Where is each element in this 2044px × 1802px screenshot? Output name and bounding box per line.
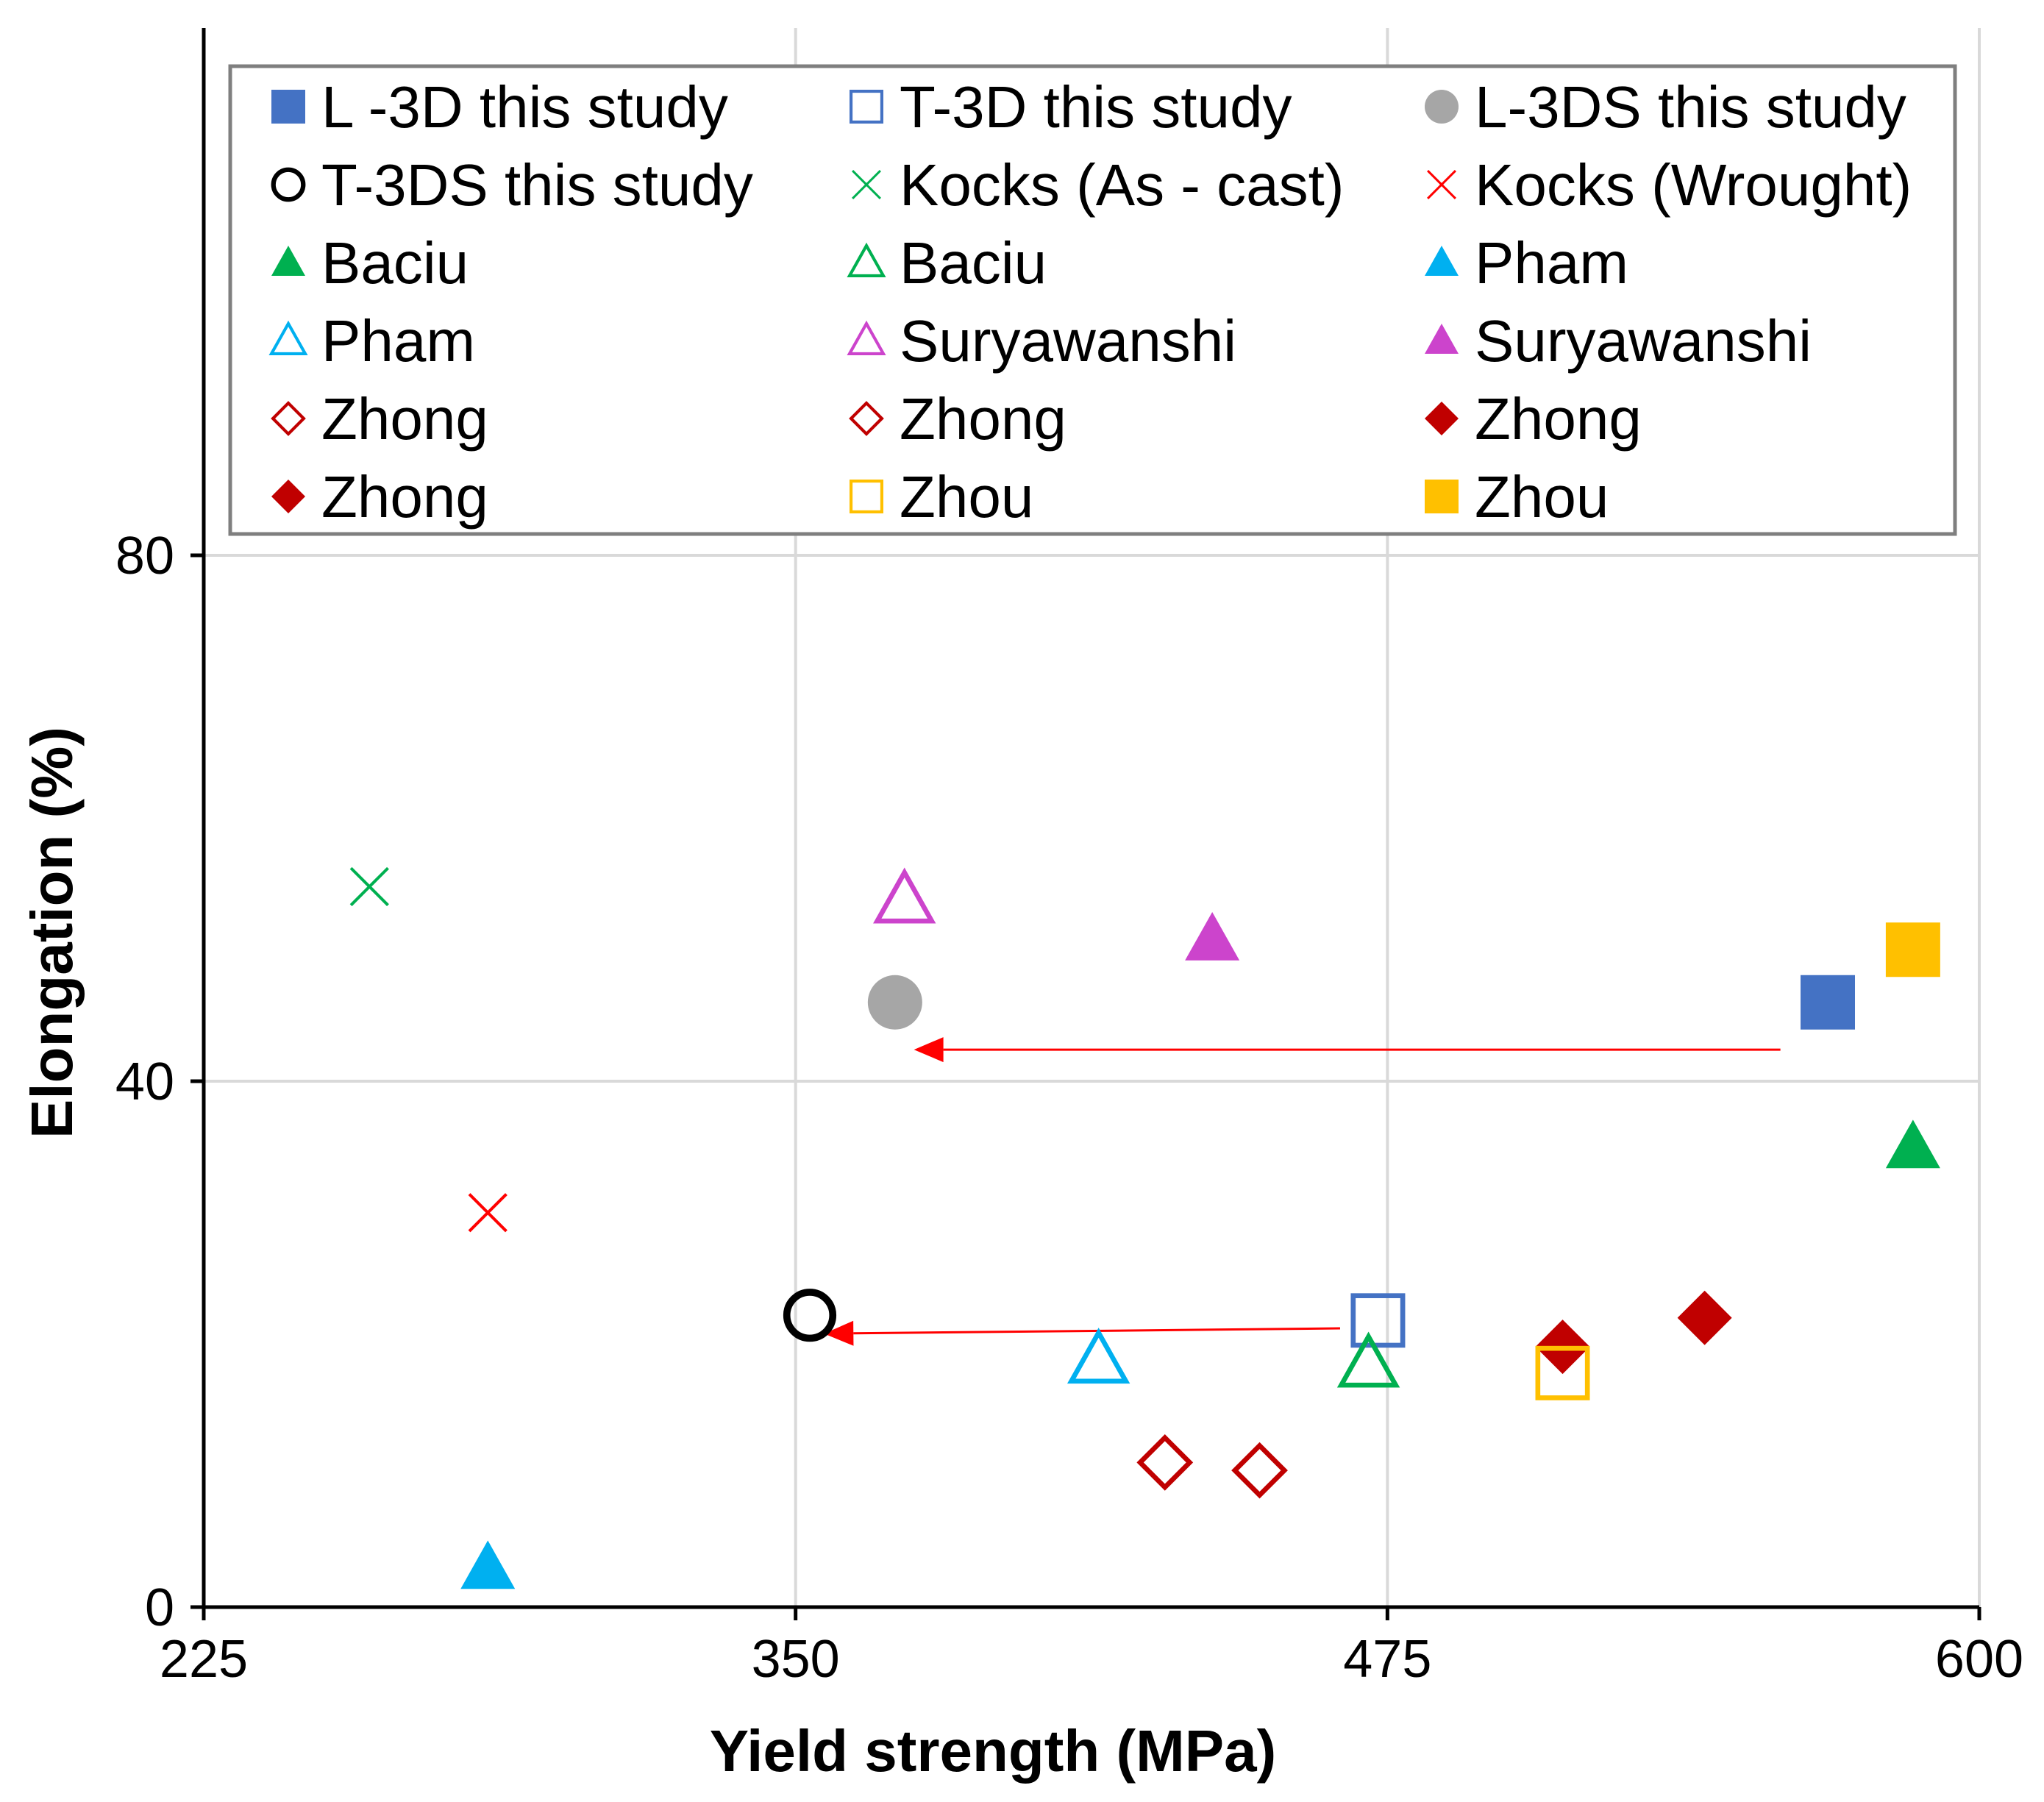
y-axis-title: Elongation (%) bbox=[19, 727, 85, 1139]
x-tick-label: 600 bbox=[1935, 1630, 2023, 1689]
legend-label: Pham bbox=[321, 308, 475, 374]
legend-item: T-3D this study bbox=[851, 74, 1292, 140]
legend-label: Zhong bbox=[1475, 386, 1642, 452]
legend-marker bbox=[1425, 480, 1459, 513]
legend-label: Zhong bbox=[321, 464, 488, 530]
legend-label: Suryawanshi bbox=[1475, 308, 1812, 374]
x-tick-label: 475 bbox=[1343, 1630, 1431, 1689]
legend-label: Baciu bbox=[321, 230, 469, 296]
legend-item: Kocks (Wrought) bbox=[1428, 152, 1912, 218]
scatter-chart: 225 350 475 600 0 40 80 Yield strength (MPa) E… bbox=[0, 0, 2044, 1802]
y-tick-label: 0 bbox=[145, 1578, 174, 1637]
data-point-3-1 bbox=[868, 975, 922, 1030]
legend-label: Zhong bbox=[321, 386, 488, 452]
y-tick-label: 80 bbox=[115, 527, 174, 585]
legend-item: Suryawanshi bbox=[850, 308, 1236, 374]
legend-marker bbox=[271, 90, 305, 124]
data-point-1-1 bbox=[1801, 975, 1855, 1030]
legend-label: Zhou bbox=[900, 464, 1033, 530]
legend-label: Zhou bbox=[1475, 464, 1609, 530]
legend-label: Zhong bbox=[900, 386, 1066, 452]
legend-label: Baciu bbox=[900, 230, 1047, 296]
legend: L -3D this study T-3D this study L-3DS thi… bbox=[230, 66, 1955, 534]
legend-label: L-3DS this study bbox=[1475, 74, 1906, 140]
legend-label: T-3D this study bbox=[900, 74, 1292, 140]
data-point-18-1 bbox=[1886, 922, 1940, 977]
legend-item: Kocks (As - cast) bbox=[852, 152, 1344, 218]
legend-label: L -3D this study bbox=[321, 74, 728, 140]
legend-item: T-3DS this study bbox=[274, 152, 753, 218]
legend-label: Suryawanshi bbox=[900, 308, 1236, 374]
legend-label: T-3DS this study bbox=[321, 152, 753, 218]
x-tick-label: 225 bbox=[160, 1630, 248, 1689]
y-tick-label: 40 bbox=[115, 1053, 174, 1111]
legend-item: L-3DS this study bbox=[1425, 74, 1906, 140]
legend-item: L -3D this study bbox=[271, 74, 728, 140]
x-tick-label: 350 bbox=[752, 1630, 840, 1689]
legend-marker bbox=[1425, 90, 1459, 124]
legend-label: Kocks (Wrought) bbox=[1475, 152, 1912, 218]
x-axis-title: Yield strength (MPa) bbox=[710, 1718, 1276, 1784]
legend-label: Pham bbox=[1475, 230, 1628, 296]
legend-item: Suryawanshi bbox=[1425, 308, 1812, 374]
legend-label: Kocks (As - cast) bbox=[900, 152, 1345, 218]
